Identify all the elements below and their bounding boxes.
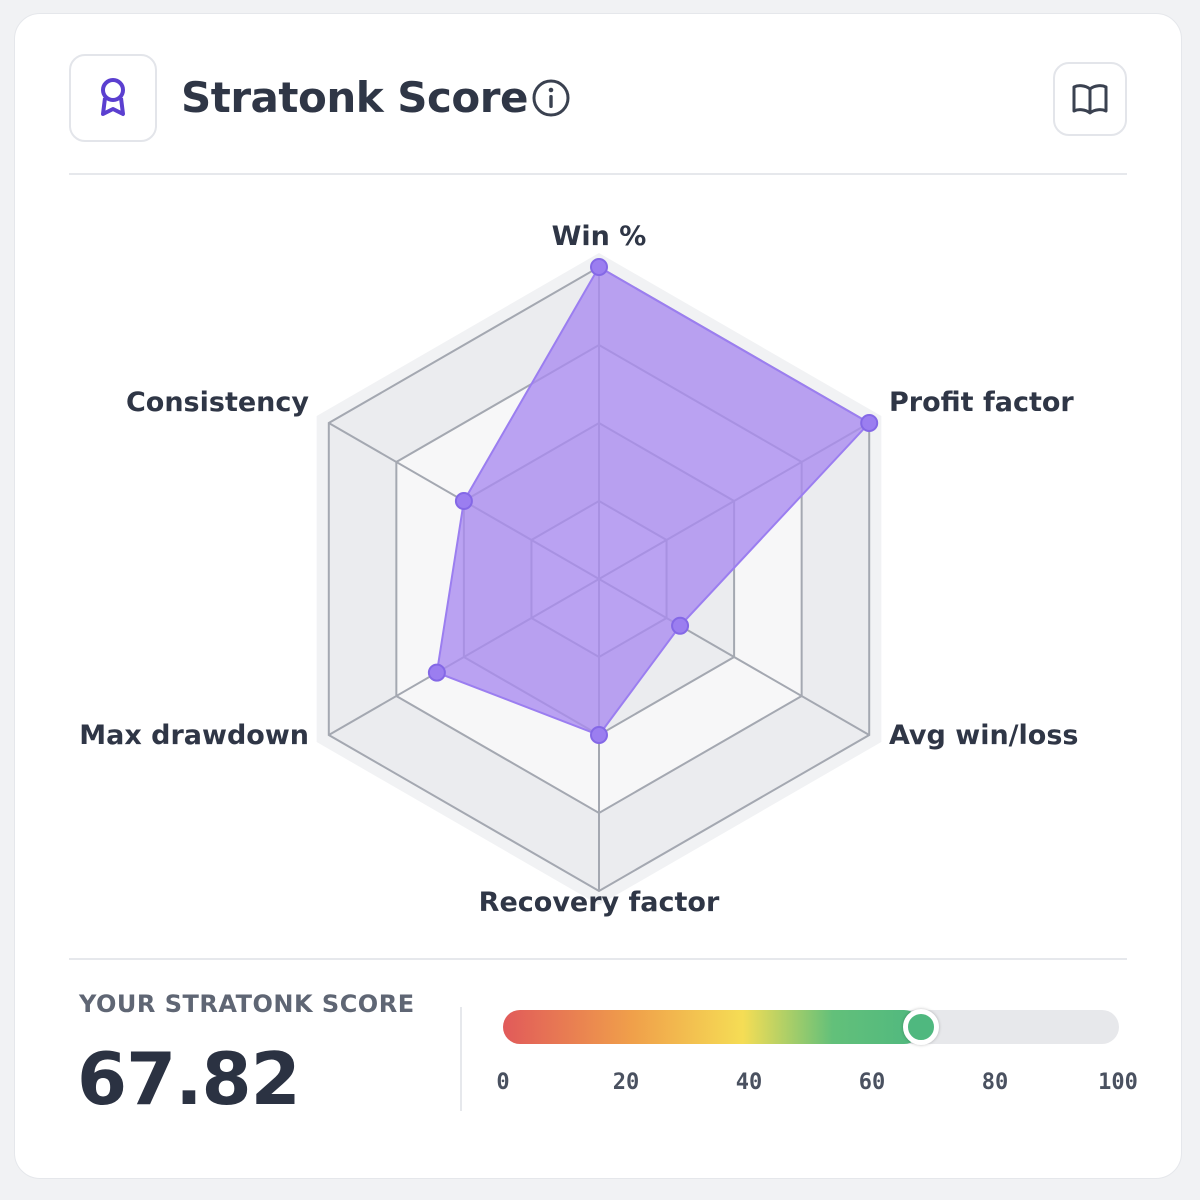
- gauge-tick-label: 0: [496, 1070, 510, 1095]
- radar-axis-label: Recovery factor: [479, 887, 720, 918]
- gauge-fill: [503, 1010, 921, 1044]
- score-value: 67.82: [77, 1037, 301, 1121]
- award-ribbon-icon: [101, 78, 125, 116]
- radar-point[interactable]: [590, 726, 608, 744]
- gauge-tick-label: 20: [612, 1070, 640, 1095]
- gauge-tick-label: 100: [1098, 1070, 1138, 1095]
- radar-point[interactable]: [590, 258, 608, 276]
- gauge-tick-label: 40: [735, 1070, 763, 1095]
- score-label: YOUR STRATONK SCORE: [79, 990, 415, 1018]
- info-icon: [532, 79, 570, 117]
- score-badge: [69, 54, 157, 142]
- radar-axis-label: Max drawdown: [79, 720, 309, 751]
- radar-point[interactable]: [671, 616, 690, 635]
- score-gauge: [503, 1009, 1119, 1045]
- chart-divider: [69, 958, 1127, 960]
- gauge-tick-label: 80: [981, 1070, 1009, 1095]
- radar-point[interactable]: [454, 492, 473, 510]
- radar-chart: Win % Profit factor Avg win/loss Recovery f…: [79, 221, 1079, 918]
- header-divider: [69, 173, 1127, 175]
- radar-axis-label: Win %: [552, 221, 647, 252]
- gauge-ticks: 0 20 40 60 80 100: [496, 1070, 1143, 1100]
- guide-button[interactable]: [1053, 62, 1127, 136]
- radar-axis-label: Consistency: [126, 387, 309, 418]
- stratonk-score-card: Stratonk Score Win % Profit factor Avg win…: [14, 13, 1182, 1179]
- card-title: Stratonk Score: [181, 73, 528, 122]
- radar-point[interactable]: [427, 663, 446, 682]
- radar-point[interactable]: [860, 414, 879, 432]
- info-button[interactable]: [531, 78, 571, 118]
- score-separator: [460, 1007, 462, 1111]
- radar-axis-label: Avg win/loss: [889, 720, 1079, 751]
- radar-axis-label: Profit factor: [889, 387, 1074, 418]
- gauge-knob: [902, 1009, 939, 1045]
- gauge-tick-label: 60: [858, 1070, 886, 1095]
- open-book-icon: [1072, 84, 1108, 115]
